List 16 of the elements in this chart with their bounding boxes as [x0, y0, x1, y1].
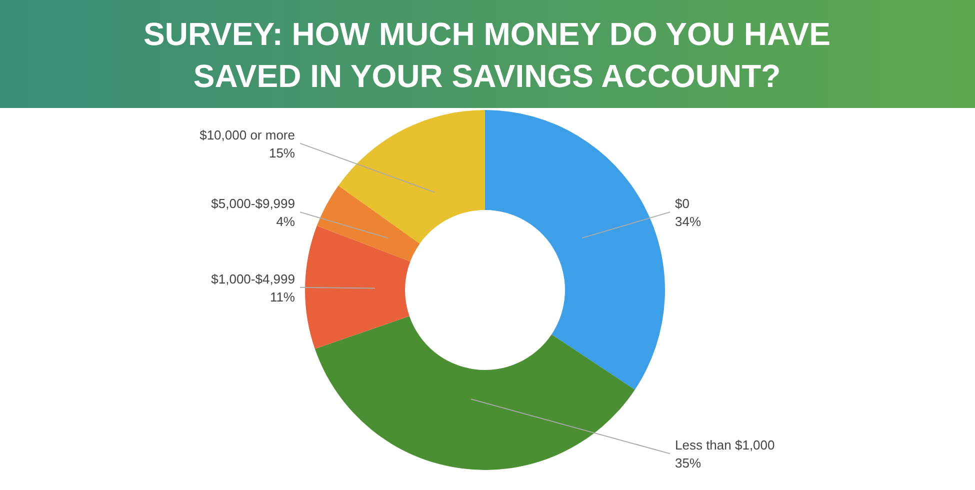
data-label: 4% — [276, 214, 296, 230]
data-label: 34% — [675, 214, 702, 230]
slice-label: $10,000 or more — [200, 127, 295, 142]
data-label: 35% — [675, 456, 702, 471]
slice-label: $0 — [675, 196, 690, 212]
donut-slice — [338, 110, 485, 244]
data-label: 11% — [270, 289, 296, 304]
donut-slice — [305, 226, 410, 349]
slice-label: $1,000-$4,999 — [211, 271, 295, 286]
donut-slice — [485, 110, 665, 390]
donut-slice — [316, 186, 420, 262]
data-label: 15% — [268, 145, 296, 160]
slice-label: $5,000-$9,999 — [211, 196, 295, 212]
slice-label: Less than $1,000 — [675, 438, 775, 453]
chart-title: SURVEY: HOW MUCH MONEY DO YOU HAVE SAVED IN YOUR SAVINGS ACCOUNT? — [144, 16, 830, 94]
donut-slice — [314, 316, 635, 470]
